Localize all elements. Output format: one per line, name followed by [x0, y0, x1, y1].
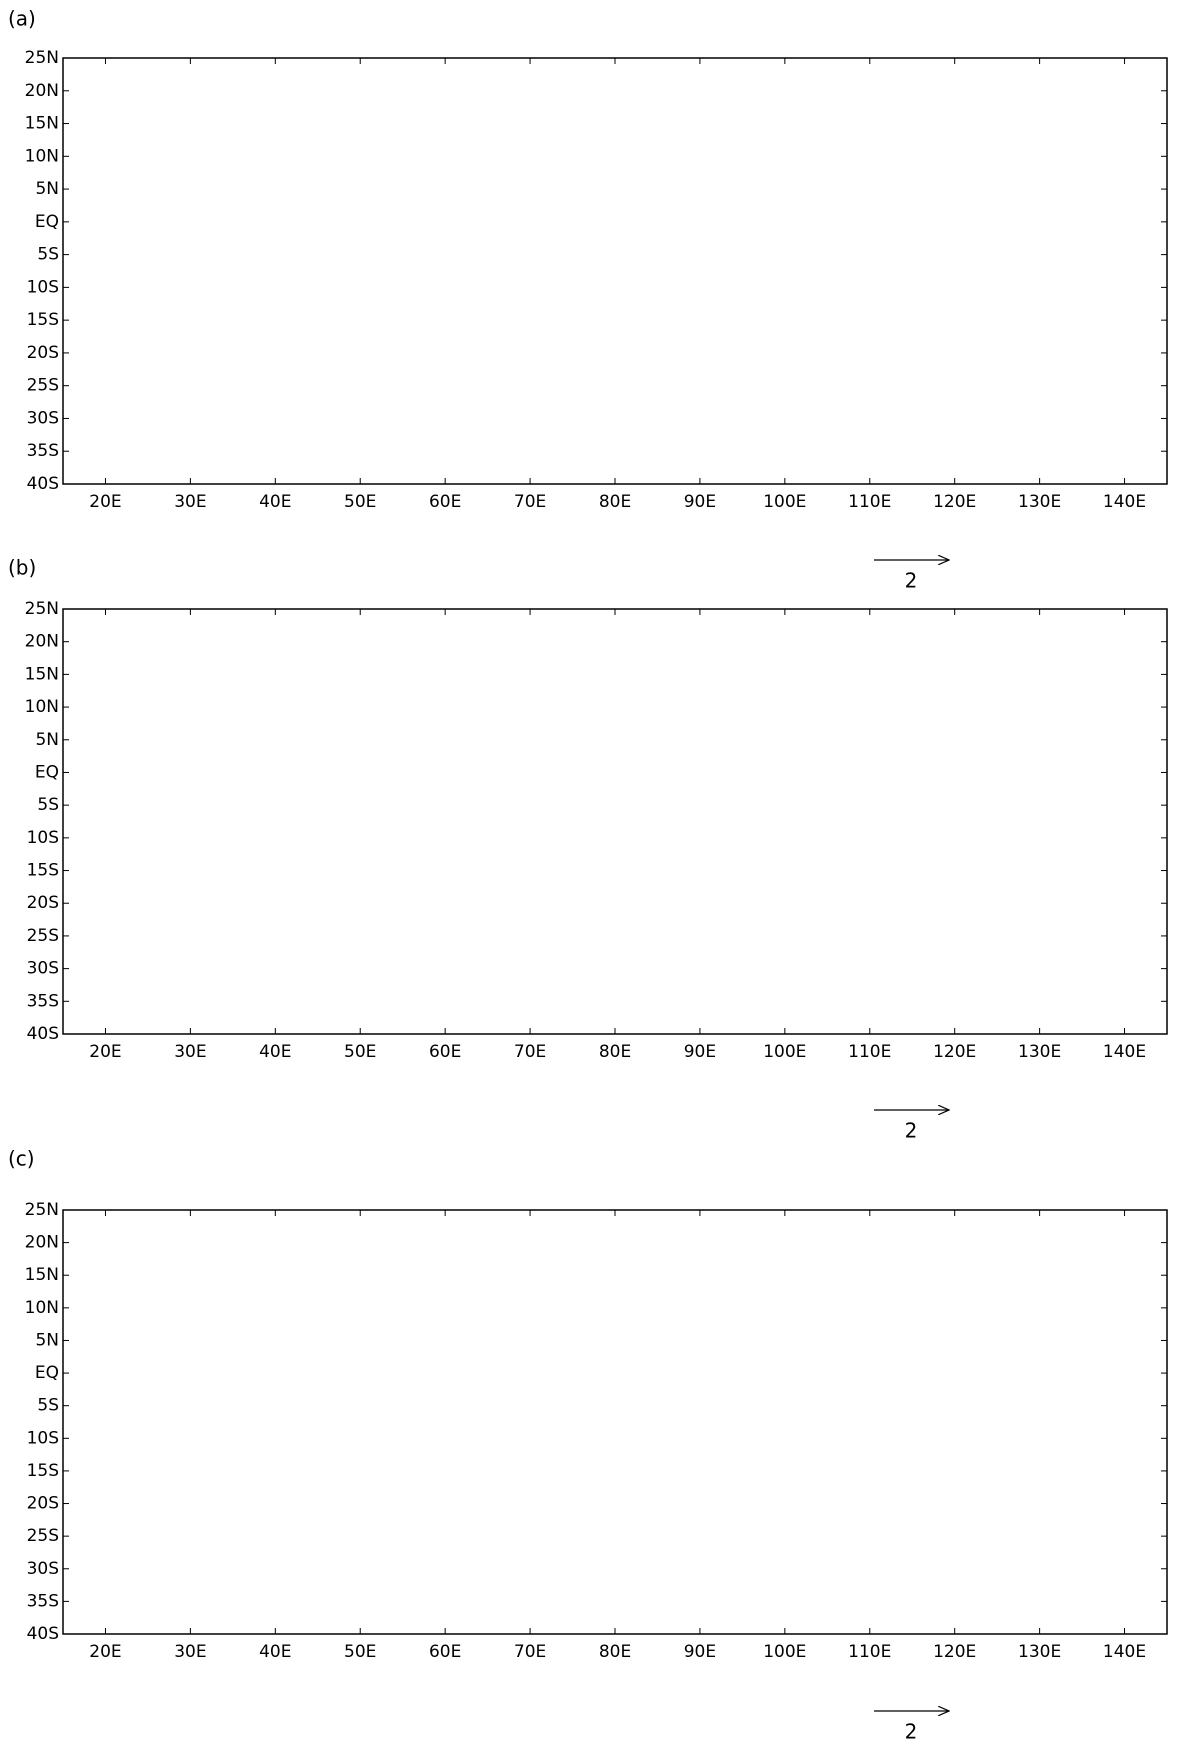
reference-vector-label: 2	[905, 1119, 918, 1143]
y-tick-label: 20S	[27, 1494, 59, 1514]
y-tick-label: 35S	[27, 1591, 59, 1611]
y-tick-label: 25S	[27, 926, 59, 946]
x-tick-label: 70E	[514, 492, 546, 512]
y-tick-label: 15N	[25, 664, 59, 684]
x-tick-label: 120E	[933, 1642, 976, 1662]
y-tick-label: 15N	[25, 1265, 59, 1285]
x-tick-label: 40E	[259, 1642, 291, 1662]
x-tick-label: 30E	[174, 1042, 206, 1062]
x-tick-label: 120E	[933, 1042, 976, 1062]
x-tick-label: 130E	[1018, 1042, 1061, 1062]
x-tick-label: 50E	[344, 492, 376, 512]
x-tick-label: 90E	[684, 1642, 716, 1662]
y-tick-label: 10N	[25, 697, 59, 717]
x-tick-label: 50E	[344, 1642, 376, 1662]
x-tick-label: 100E	[763, 492, 806, 512]
x-tick-label: 80E	[599, 1642, 631, 1662]
panel-label: (b)	[8, 556, 36, 580]
map-frame	[63, 609, 1167, 1034]
y-tick-label: 20N	[25, 81, 59, 101]
x-tick-label: 60E	[429, 1642, 461, 1662]
x-tick-label: 100E	[763, 1642, 806, 1662]
y-tick-label: 15N	[25, 114, 59, 134]
x-tick-label: 100E	[763, 1042, 806, 1062]
y-tick-label: 40S	[27, 1624, 59, 1644]
y-tick-label: EQ	[35, 1363, 59, 1383]
y-tick-label: 15S	[27, 310, 59, 330]
x-tick-label: 20E	[89, 492, 121, 512]
x-tick-label: 90E	[684, 1042, 716, 1062]
reference-vector-label: 2	[905, 569, 918, 593]
x-tick-label: 70E	[514, 1042, 546, 1062]
x-tick-label: 140E	[1103, 492, 1146, 512]
map-frame	[63, 58, 1167, 484]
x-tick-label: 110E	[848, 1042, 891, 1062]
map-panel: (c) 20E 30E 40E 50E 60E 70E 80E 90E 100E 110E 120E 1…	[8, 1147, 1167, 1744]
y-tick-label: 30S	[27, 408, 59, 428]
y-tick-label: EQ	[35, 762, 59, 782]
x-tick-label: 80E	[599, 1042, 631, 1062]
y-tick-label: 35S	[27, 441, 59, 461]
y-tick-label: 25S	[27, 1526, 59, 1546]
y-tick-label: 40S	[27, 1024, 59, 1044]
y-tick-label: 10N	[25, 1298, 59, 1318]
y-tick-label: 15S	[27, 1461, 59, 1481]
map-panel: (a) 20E 30E 40E 50E 60E 70E 80E 90E 100E 110E 120E 1…	[8, 7, 1167, 593]
x-tick-label: 40E	[259, 492, 291, 512]
x-tick-label: 30E	[174, 492, 206, 512]
y-tick-label: 30S	[27, 1559, 59, 1579]
y-tick-label: 25N	[25, 48, 59, 68]
y-tick-label: 10S	[27, 277, 59, 297]
y-tick-label: 15S	[27, 861, 59, 881]
y-tick-label: 35S	[27, 991, 59, 1011]
x-tick-label: 40E	[259, 1042, 291, 1062]
y-tick-label: 30S	[27, 959, 59, 979]
y-tick-label: 25S	[27, 376, 59, 396]
x-tick-label: 110E	[848, 492, 891, 512]
x-tick-label: 50E	[344, 1042, 376, 1062]
y-tick-label: 20S	[27, 893, 59, 913]
x-tick-label: 20E	[89, 1042, 121, 1062]
x-tick-label: 60E	[429, 1042, 461, 1062]
y-tick-label: 5N	[35, 1330, 59, 1350]
y-tick-label: 5S	[37, 1396, 59, 1416]
x-tick-label: 130E	[1018, 1642, 1061, 1662]
x-tick-label: 90E	[684, 492, 716, 512]
x-tick-label: 130E	[1018, 492, 1061, 512]
y-tick-label: EQ	[35, 212, 59, 232]
y-tick-label: 40S	[27, 474, 59, 494]
y-tick-label: 10N	[25, 146, 59, 166]
y-tick-label: 10S	[27, 828, 59, 848]
x-tick-label: 30E	[174, 1642, 206, 1662]
y-tick-label: 25N	[25, 1200, 59, 1220]
y-tick-label: 20N	[25, 632, 59, 652]
figure: (a) 20E 30E 40E 50E 60E 70E 80E 90E 100E 110E 120E 1…	[0, 0, 1178, 1754]
x-tick-label: 120E	[933, 492, 976, 512]
y-tick-label: 5S	[37, 245, 59, 265]
y-tick-label: 5N	[35, 730, 59, 750]
y-tick-label: 20S	[27, 343, 59, 363]
map-frame	[63, 1210, 1167, 1634]
x-tick-label: 140E	[1103, 1042, 1146, 1062]
panel-label: (c)	[8, 1147, 35, 1171]
reference-vector-label: 2	[905, 1720, 918, 1744]
y-tick-label: 10S	[27, 1428, 59, 1448]
panel-label: (a)	[8, 7, 36, 31]
map-panel: (b) 20E 30E 40E 50E 60E 70E 80E 90E 100E 110E 120E 1…	[8, 556, 1167, 1143]
x-tick-label: 140E	[1103, 1642, 1146, 1662]
y-tick-label: 25N	[25, 599, 59, 619]
x-tick-label: 20E	[89, 1642, 121, 1662]
x-tick-label: 60E	[429, 492, 461, 512]
x-tick-label: 110E	[848, 1642, 891, 1662]
y-tick-label: 5S	[37, 795, 59, 815]
x-tick-label: 80E	[599, 492, 631, 512]
y-tick-label: 5N	[35, 179, 59, 199]
x-tick-label: 70E	[514, 1642, 546, 1662]
y-tick-label: 20N	[25, 1233, 59, 1253]
